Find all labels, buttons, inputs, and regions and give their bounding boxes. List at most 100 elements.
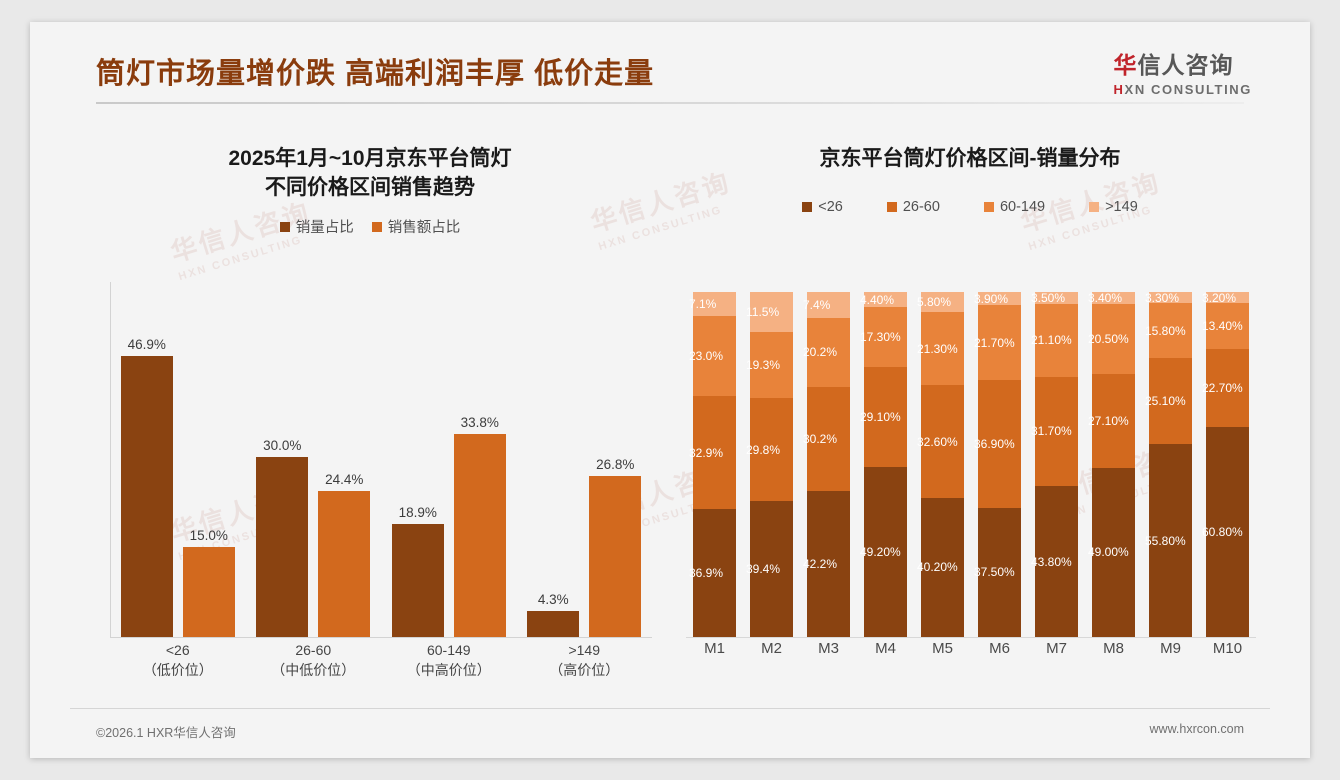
footer-website[interactable]: www.hxrcon.com (1149, 722, 1244, 736)
bar-column[interactable]: 18.9% (391, 282, 444, 637)
bar-column[interactable]: 30.0% (256, 282, 309, 637)
stacked-segment[interactable]: 43.80% (1031, 486, 1078, 637)
stacked-bar-column[interactable]: 5.80% 21.30% 32.60% 40.20% (914, 282, 971, 637)
left-chart-title-line2: 不同价格区间销售趋势 (265, 176, 475, 199)
stacked-segment[interactable]: 32.9% (689, 395, 736, 510)
legend-item-3[interactable]: >149 (1089, 199, 1138, 215)
stacked-segment[interactable]: 20.50% (1088, 303, 1135, 375)
stacked-bar[interactable]: 4.40% 17.30% 29.10% 49.20% (860, 292, 907, 637)
stacked-segment[interactable]: 3.50% (1031, 291, 1078, 305)
stacked-segment[interactable]: 32.60% (917, 385, 964, 498)
legend-item-2[interactable]: 60-149 (983, 199, 1045, 215)
stacked-segment[interactable]: 39.4% (746, 501, 793, 637)
bar-column[interactable]: 4.3% (527, 282, 580, 637)
stacked-bar-column[interactable]: 11.5% 19.3% 29.8% 39.4% (743, 282, 800, 637)
grouped-bars: 46.9% 15.0% 30.0% 24.4% 18.9% 33.8% 4.3% 26.8% (110, 282, 652, 637)
stacked-segment[interactable]: 37.50% (974, 507, 1021, 637)
stacked-bar-column[interactable]: 3.20% 13.40% 22.70% 60.80% (1199, 282, 1256, 637)
bar[interactable] (527, 611, 580, 637)
stacked-segment[interactable]: 30.2% (803, 387, 850, 492)
bar-column[interactable]: 46.9% (120, 282, 173, 637)
stacked-segment[interactable]: 25.10% (1145, 357, 1192, 445)
stacked-segment[interactable]: 40.20% (917, 497, 964, 637)
stacked-segment[interactable]: 29.10% (860, 366, 907, 468)
stacked-bar-column[interactable]: 7.1% 23.0% 32.9% 36.9% (686, 282, 743, 637)
stacked-bar[interactable]: 3.40% 20.50% 27.10% 49.00% (1088, 291, 1135, 637)
stacked-segment[interactable]: 19.3% (746, 331, 793, 399)
stacked-segment[interactable]: 13.40% (1202, 303, 1249, 350)
segment-value-label: 60.80% (1202, 525, 1243, 540)
stacked-segment[interactable]: 3.90% (974, 292, 1021, 306)
bar-column[interactable]: 26.8% (589, 282, 642, 637)
bar-column[interactable]: 15.0% (182, 282, 235, 637)
stacked-segment[interactable]: 23.0% (689, 316, 736, 396)
x-axis-tick-label: M1 (704, 640, 725, 657)
stacked-segment[interactable]: 27.10% (1088, 374, 1135, 468)
stacked-segment[interactable]: 60.80% (1202, 427, 1249, 637)
stacked-segment[interactable]: 7.4% (803, 292, 850, 318)
stacked-bar[interactable]: 3.30% 15.80% 25.10% 55.80% (1145, 291, 1192, 637)
legend-label: 销量占比 (295, 220, 354, 236)
x-axis-tick-label: M10 (1212, 640, 1243, 657)
stacked-segment[interactable]: 3.30% (1145, 291, 1192, 305)
stacked-bar-column[interactable]: 3.30% 15.80% 25.10% 55.80% (1142, 282, 1199, 637)
stacked-bar[interactable]: 3.20% 13.40% 22.70% 60.80% (1202, 291, 1249, 637)
left-chart-panel: 2025年1月~10月京东平台筒灯 不同价格区间销售趋势 销量占比 销售额占比 4… (70, 130, 670, 690)
bar[interactable] (256, 457, 309, 637)
stacked-bar-column[interactable]: 4.40% 17.30% 29.10% 49.20% (857, 282, 914, 637)
stacked-bar[interactable]: 7.1% 23.0% 32.9% 36.9% (689, 292, 736, 637)
stacked-bar[interactable]: 11.5% 19.3% 29.8% 39.4% (746, 292, 793, 637)
stacked-bar-column[interactable]: 7.4% 20.2% 30.2% 42.2% (800, 282, 857, 637)
stacked-segment[interactable]: 15.80% (1145, 303, 1192, 358)
stacked-segment[interactable]: 49.00% (1088, 467, 1135, 637)
stacked-bar-column[interactable]: 3.90% 21.70% 36.90% 37.50% (971, 282, 1028, 637)
stacked-segment[interactable]: 31.70% (1031, 376, 1078, 487)
stacked-segment[interactable]: 55.80% (1145, 444, 1192, 637)
stacked-bar[interactable]: 7.4% 20.2% 30.2% 42.2% (803, 292, 850, 637)
left-chart-legend: 销量占比 销售额占比 (70, 216, 670, 237)
segment-value-label: 3.50% (1031, 291, 1066, 306)
stacked-bar[interactable]: 5.80% 21.30% 32.60% 40.20% (917, 292, 964, 637)
segment-value-label: 29.8% (746, 442, 781, 457)
bar[interactable] (182, 547, 235, 637)
legend-item-1[interactable]: 销售额占比 (371, 216, 460, 237)
segment-value-label: 29.10% (860, 410, 901, 425)
segment-value-label: 19.3% (746, 357, 781, 372)
stacked-segment[interactable]: 42.2% (803, 491, 850, 637)
bar-value-label: 26.8% (596, 457, 635, 473)
stacked-segment[interactable]: 3.20% (1202, 291, 1249, 305)
legend-item-0[interactable]: 销量占比 (279, 216, 354, 237)
bar[interactable] (589, 476, 642, 637)
stacked-segment[interactable]: 36.9% (689, 509, 736, 637)
stacked-segment[interactable]: 49.20% (860, 467, 907, 637)
stacked-segment[interactable]: 36.90% (974, 380, 1021, 508)
x-axis-line (110, 637, 652, 638)
stacked-segment[interactable]: 21.30% (917, 312, 964, 386)
stacked-segment[interactable]: 17.30% (860, 307, 907, 367)
x-axis-tick-label: 60-149 （中高价位） (406, 642, 491, 678)
bar[interactable] (318, 490, 371, 637)
stacked-segment[interactable]: 3.40% (1088, 291, 1135, 305)
bar[interactable] (391, 523, 444, 637)
bar[interactable] (453, 434, 506, 637)
bar-column[interactable]: 24.4% (318, 282, 371, 637)
stacked-segment[interactable]: 11.5% (746, 292, 793, 332)
stacked-segment[interactable]: 21.70% (974, 305, 1021, 381)
x-axis-tick-label: M7 (1046, 640, 1067, 657)
legend-item-0[interactable]: <26 (802, 199, 843, 215)
logo-en-accent: H (1113, 82, 1125, 97)
stacked-segment[interactable]: 20.2% (803, 317, 850, 388)
stacked-bar[interactable]: 3.90% 21.70% 36.90% 37.50% (974, 292, 1021, 637)
bar-column[interactable]: 33.8% (453, 282, 506, 637)
stacked-segment[interactable]: 5.80% (917, 292, 964, 312)
bar[interactable] (120, 355, 173, 637)
stacked-bar[interactable]: 3.50% 21.10% 31.70% 43.80% (1031, 291, 1078, 637)
stacked-segment[interactable]: 21.10% (1031, 304, 1078, 377)
stacked-bar-column[interactable]: 3.50% 21.10% 31.70% 43.80% (1028, 282, 1085, 637)
stacked-segment[interactable]: 7.1% (689, 292, 736, 317)
stacked-segment[interactable]: 22.70% (1202, 349, 1249, 428)
legend-item-1[interactable]: 26-60 (886, 199, 940, 215)
stacked-segment[interactable]: 29.8% (746, 398, 793, 502)
stacked-segment[interactable]: 4.40% (860, 292, 907, 308)
stacked-bar-column[interactable]: 3.40% 20.50% 27.10% 49.00% (1085, 282, 1142, 637)
